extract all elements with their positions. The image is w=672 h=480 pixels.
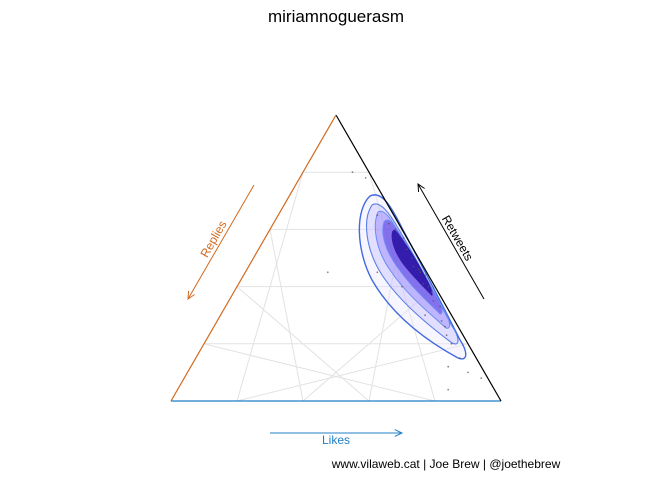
data-point (445, 334, 448, 337)
density-contour-outer (358, 194, 467, 360)
data-point (419, 271, 422, 274)
data-points (326, 171, 483, 391)
data-point (447, 365, 450, 368)
data-point (458, 357, 461, 359)
grid-line (236, 343, 469, 402)
data-point (439, 305, 441, 308)
data-point (406, 248, 408, 251)
data-point (440, 320, 443, 322)
data-point (444, 325, 446, 328)
data-point (394, 228, 397, 231)
triangle-frame (170, 114, 502, 402)
data-point (364, 177, 367, 179)
data-point (351, 171, 354, 174)
axis-line-retweets (335, 114, 502, 402)
axis-line-replies (170, 114, 337, 402)
data-point (430, 291, 433, 294)
source-caption: www.vilaweb.cat | Joe Brew | @joethebrew (331, 457, 561, 471)
data-point (376, 214, 379, 217)
data-point (402, 237, 405, 239)
data-point (450, 342, 453, 345)
data-point (422, 282, 425, 285)
data-point (411, 257, 413, 259)
arrow-retweets-head (417, 183, 425, 193)
axis-label-replies: Replies (197, 218, 229, 260)
data-point (432, 300, 435, 302)
arrow-retweets-shaft (417, 183, 485, 300)
data-point (387, 222, 390, 225)
arrow-retweets (417, 183, 485, 300)
density-contours (358, 194, 467, 360)
grid-line (368, 229, 403, 402)
data-point (417, 268, 420, 271)
grid-line (203, 343, 436, 402)
data-point (401, 285, 403, 288)
data-point (424, 274, 426, 277)
data-point (467, 371, 469, 374)
data-point (424, 314, 426, 317)
arrow-replies-shaft (187, 184, 255, 300)
data-point (447, 388, 450, 391)
arrow-likes (270, 429, 404, 437)
chart-title: miriamnoguerasm (268, 7, 404, 26)
axis-label-retweets: Retweets (439, 213, 476, 263)
arrow-replies-head (187, 290, 195, 300)
axis-arrows (187, 183, 485, 437)
grid-line (302, 286, 436, 402)
arrow-replies (187, 184, 255, 300)
data-point (376, 271, 379, 274)
data-point (412, 265, 415, 268)
axis-label-likes: Likes (322, 433, 350, 447)
data-point (480, 377, 483, 379)
data-point (326, 271, 329, 274)
density-contour-core (391, 229, 433, 296)
grid-line (269, 229, 304, 402)
arrow-likes-head (394, 429, 404, 437)
grid-line (236, 286, 370, 402)
data-point (427, 285, 430, 288)
